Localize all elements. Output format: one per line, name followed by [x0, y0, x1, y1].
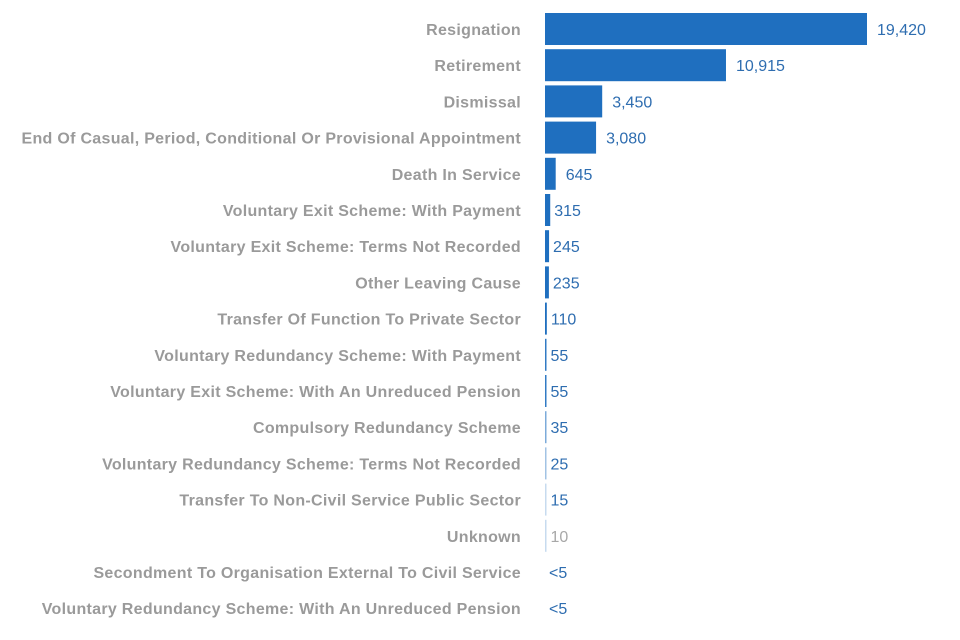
- value-label: 235: [553, 275, 580, 292]
- value-label: 19,420: [877, 22, 926, 39]
- category-label: Transfer To Non-Civil Service Public Sec…: [179, 493, 521, 510]
- bar[interactable]: [545, 411, 547, 444]
- category-label: End Of Casual, Period, Conditional Or Pr…: [21, 131, 521, 148]
- bar[interactable]: [545, 266, 549, 299]
- category-label: Death In Service: [392, 167, 521, 184]
- bar[interactable]: [545, 483, 547, 516]
- bar[interactable]: [545, 447, 547, 480]
- category-label: Voluntary Exit Scheme: Terms Not Recorde…: [171, 239, 521, 256]
- value-label: <5: [549, 601, 567, 618]
- value-label: 10,915: [736, 58, 785, 75]
- bar[interactable]: [545, 302, 547, 335]
- category-label: Voluntary Redundancy Scheme: Terms Not R…: [102, 456, 521, 473]
- category-label: Transfer Of Function To Private Sector: [217, 312, 521, 329]
- category-label: Other Leaving Cause: [355, 275, 521, 292]
- value-label: 10: [551, 529, 569, 546]
- category-label: Secondment To Organisation External To C…: [93, 565, 521, 582]
- value-label: <5: [549, 565, 567, 582]
- category-label: Unknown: [447, 529, 521, 546]
- value-label: 3,450: [612, 94, 652, 111]
- category-label: Voluntary Exit Scheme: With Payment: [223, 203, 521, 220]
- bar[interactable]: [545, 230, 550, 263]
- bar[interactable]: [545, 49, 726, 82]
- bar[interactable]: [545, 194, 551, 226]
- value-label: 55: [551, 348, 569, 365]
- value-label: 245: [553, 239, 580, 256]
- bar[interactable]: [545, 85, 603, 118]
- category-label: Retirement: [434, 58, 521, 75]
- bar[interactable]: [545, 13, 867, 45]
- bar[interactable]: [545, 519, 547, 552]
- category-label: Voluntary Redundancy Scheme: With Paymen…: [154, 348, 521, 365]
- value-label: 55: [551, 384, 569, 401]
- category-label: Voluntary Redundancy Scheme: With An Unr…: [42, 601, 521, 618]
- category-label: Dismissal: [444, 94, 521, 111]
- value-label: 25: [551, 456, 569, 473]
- bar[interactable]: [545, 157, 556, 190]
- value-label: 35: [551, 420, 569, 437]
- bar[interactable]: [545, 338, 547, 371]
- bar[interactable]: [545, 121, 597, 154]
- value-label: 645: [566, 167, 593, 184]
- bar[interactable]: [545, 375, 547, 407]
- category-label: Compulsory Redundancy Scheme: [253, 420, 521, 437]
- value-label: 3,080: [606, 131, 646, 148]
- value-label: 110: [551, 312, 577, 329]
- category-label: Voluntary Exit Scheme: With An Unreduced…: [110, 384, 521, 401]
- value-label: 315: [554, 203, 581, 220]
- value-label: 15: [551, 493, 569, 510]
- category-label: Resignation: [426, 22, 521, 39]
